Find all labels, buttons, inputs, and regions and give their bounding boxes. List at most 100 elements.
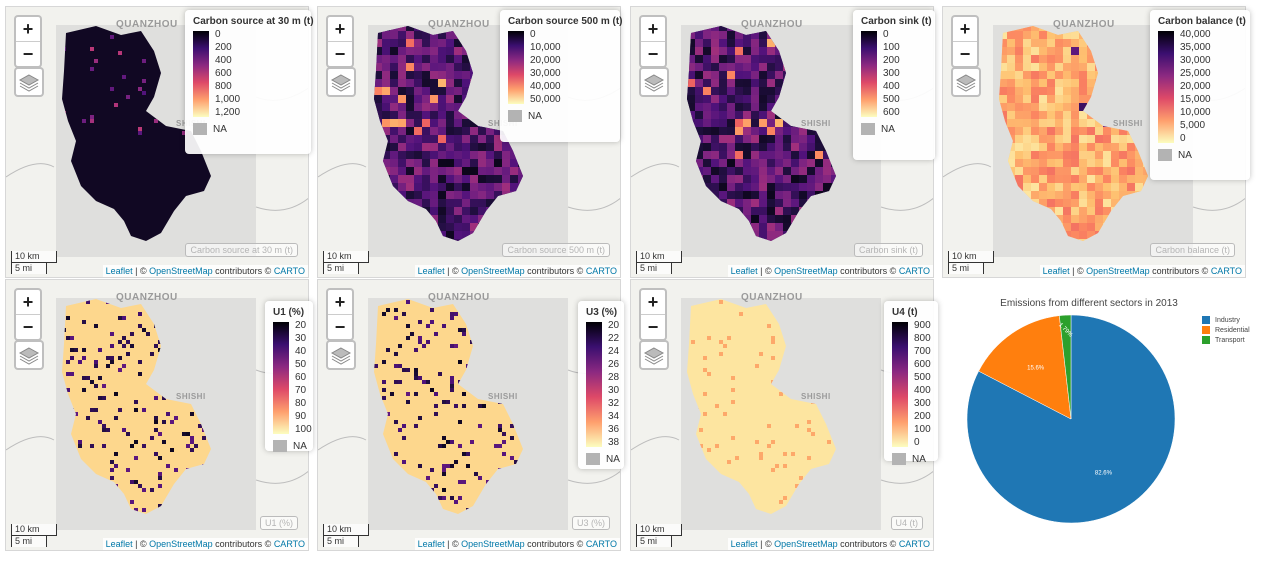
layer-toggle-label[interactable]: U1 (%)	[259, 516, 298, 530]
zoom-control: + −	[639, 288, 667, 341]
legend-tick: 10,000	[1180, 107, 1211, 118]
layer-toggle-label[interactable]: Carbon source 500 m (t)	[502, 243, 610, 257]
legend-tick: 30	[295, 333, 307, 344]
osm-link[interactable]: OpenStreetMap	[461, 266, 525, 276]
layers-icon[interactable]	[951, 67, 981, 97]
legend-tick: 24	[608, 346, 620, 357]
zoom-out-button[interactable]: −	[328, 41, 352, 66]
layers-icon[interactable]	[14, 67, 44, 97]
legend-tick: 100	[914, 424, 931, 435]
pie-legend-item[interactable]: Transport	[1202, 336, 1245, 344]
scale-bar: 10 km 5 mi	[11, 524, 57, 547]
zoom-in-button[interactable]: +	[334, 19, 346, 39]
legend-na: NA	[1158, 149, 1192, 161]
legend-tick: 500	[883, 94, 900, 105]
carto-link[interactable]: CARTO	[585, 539, 617, 549]
legend-tick: 1,000	[215, 94, 241, 105]
layer-toggle-label[interactable]: Carbon sink (t)	[853, 243, 923, 257]
legend-tick: 32	[608, 398, 620, 409]
carto-link[interactable]: CARTO	[273, 266, 305, 276]
layers-icon[interactable]	[326, 67, 356, 97]
pie-slice-industry[interactable]	[966, 314, 1176, 524]
legend-tick: 34	[608, 411, 620, 422]
leaflet-link[interactable]: Leaflet	[417, 539, 445, 549]
zoom-in-button[interactable]: +	[647, 19, 659, 39]
leaflet-link[interactable]: Leaflet	[105, 539, 133, 549]
osm-link[interactable]: OpenStreetMap	[1086, 266, 1150, 276]
basemap[interactable]	[6, 280, 309, 551]
carto-link[interactable]: CARTO	[273, 539, 305, 549]
legend-tick: 100	[883, 42, 900, 53]
osm-link[interactable]: OpenStreetMap	[774, 539, 838, 549]
zoom-out-button[interactable]: −	[16, 41, 40, 66]
city-label-quanzhou: QUANZHOU	[1053, 19, 1115, 30]
layers-icon[interactable]	[14, 340, 44, 370]
osm-link[interactable]: OpenStreetMap	[149, 539, 213, 549]
na-label: NA	[912, 453, 926, 465]
layers-icon[interactable]	[639, 67, 669, 97]
zoom-out-button[interactable]: −	[641, 314, 665, 339]
legend-swatch	[1202, 316, 1210, 324]
legend-label: Residential	[1215, 326, 1250, 334]
zoom-in-button[interactable]: +	[959, 19, 971, 39]
carto-link[interactable]: CARTO	[898, 266, 930, 276]
basemap[interactable]	[318, 280, 621, 551]
na-swatch	[861, 123, 875, 135]
basemap[interactable]	[631, 280, 934, 551]
legend-tick: 36	[608, 424, 620, 435]
leaflet-link[interactable]: Leaflet	[105, 266, 133, 276]
city-label-quanzhou: QUANZHOU	[428, 292, 490, 303]
legend-cs30: Carbon source at 30 m (t) 0 200 400 600 800 1,…	[185, 10, 314, 154]
zoom-in-button[interactable]: +	[647, 292, 659, 312]
layer-toggle-label[interactable]: Carbon source at 30 m (t)	[185, 243, 298, 257]
osm-link[interactable]: OpenStreetMap	[774, 266, 838, 276]
carto-link[interactable]: CARTO	[898, 539, 930, 549]
leaflet-link[interactable]: Leaflet	[417, 266, 445, 276]
leaflet-link[interactable]: Leaflet	[730, 539, 758, 549]
map-panel-u4[interactable]: QUANZHOU SHISHI + − U4 (t) 10 km 5 mi Leaflet |…	[630, 279, 934, 551]
layers-icon[interactable]	[326, 340, 356, 370]
zoom-in-button[interactable]: +	[22, 292, 34, 312]
leaflet-link[interactable]: Leaflet	[730, 266, 758, 276]
map-panel-u1[interactable]: QUANZHOU SHISHI + − U1 (%) 10 km 5 mi Leaflet |…	[5, 279, 309, 551]
map-panel-u3[interactable]: QUANZHOU SHISHI + − U3 (%) 10 km 5 mi Leaflet |…	[317, 279, 621, 551]
carto-link[interactable]: CARTO	[585, 266, 617, 276]
legend-tick: 200	[883, 55, 900, 66]
pie-legend-item[interactable]: Industry	[1202, 316, 1240, 324]
legend-bal: Carbon balance (t) 40,000 35,000 30,000 25,0…	[1150, 10, 1250, 180]
pie-slice-transport[interactable]	[1059, 314, 1072, 420]
zoom-out-button[interactable]: −	[16, 314, 40, 339]
zoom-in-button[interactable]: +	[334, 292, 346, 312]
scale-bar: 10 km 5 mi	[11, 251, 57, 274]
legend-tick: 40,000	[1180, 29, 1211, 40]
osm-link[interactable]: OpenStreetMap	[461, 539, 525, 549]
legend-tick: 600	[883, 107, 900, 118]
layers-icon[interactable]	[639, 340, 669, 370]
na-label: NA	[606, 453, 620, 465]
pie-slice-residential[interactable]	[978, 315, 1072, 420]
na-swatch	[508, 110, 522, 122]
zoom-out-button[interactable]: −	[328, 314, 352, 339]
legend-tick: 50	[295, 359, 307, 370]
leaflet-link[interactable]: Leaflet	[1042, 266, 1070, 276]
legend-tick: 200	[215, 42, 232, 53]
legend-title: Carbon balance (t)	[1158, 16, 1246, 27]
basemap[interactable]	[318, 7, 621, 278]
city-label-shishi: SHISHI	[176, 392, 206, 401]
na-swatch	[892, 453, 906, 465]
layer-toggle-label[interactable]: U3 (%)	[571, 516, 610, 530]
legend-title: U3 (%)	[586, 307, 618, 318]
osm-link[interactable]: OpenStreetMap	[149, 266, 213, 276]
zoom-out-button[interactable]: −	[641, 41, 665, 66]
zoom-in-button[interactable]: +	[22, 19, 34, 39]
pie-legend-item[interactable]: Residential	[1202, 326, 1250, 334]
legend-tick: 38	[608, 437, 620, 448]
carto-link[interactable]: CARTO	[1210, 266, 1242, 276]
legend-tick: 30	[608, 385, 620, 396]
zoom-out-button[interactable]: −	[953, 41, 977, 66]
layer-toggle-label[interactable]: Carbon balance (t)	[1150, 243, 1235, 257]
city-label-quanzhou: QUANZHOU	[116, 19, 178, 30]
basemap[interactable]	[631, 7, 934, 278]
layer-toggle-label[interactable]: U4 (t)	[890, 516, 923, 530]
map-attribution: Leaflet | © OpenStreetMap contributors ©…	[727, 538, 933, 550]
